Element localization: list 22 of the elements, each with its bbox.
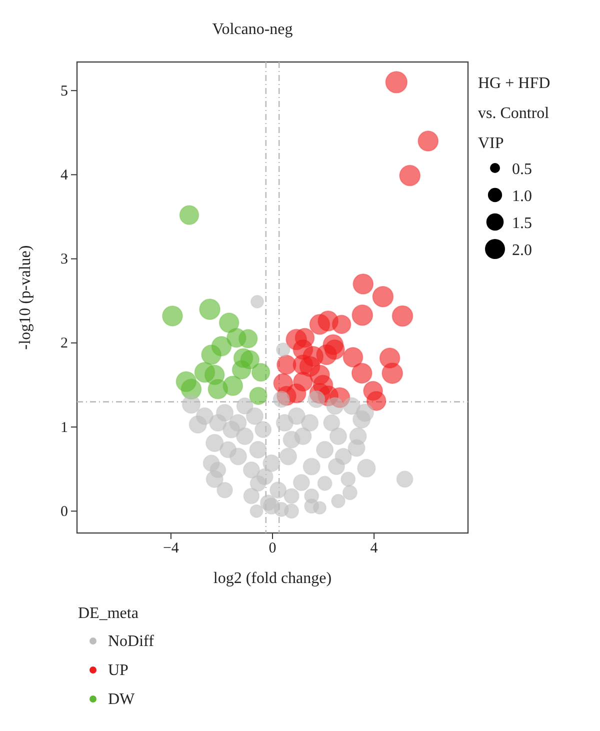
x-tick-label: 4 xyxy=(370,540,378,557)
chart-title: Volcano-neg xyxy=(212,21,293,38)
x-axis-title: log2 (fold change) xyxy=(213,570,332,587)
y-tick-label: 4 xyxy=(60,168,68,184)
legend-label: 1.5 xyxy=(512,215,532,232)
text: HG + HFD vs. Control xyxy=(478,75,550,122)
y-tick-label: 0 xyxy=(60,504,68,520)
legend-label: UP xyxy=(108,662,129,679)
y-axis-title: -log10 (p-value) xyxy=(17,245,34,350)
y-tick-label: 1 xyxy=(60,420,68,436)
legend-title: DE_meta xyxy=(78,605,138,622)
x-tick-label: 0 xyxy=(268,540,276,557)
y-tick-label: 5 xyxy=(60,83,68,100)
legend-label: 0.5 xyxy=(512,161,532,178)
legend-label: DW xyxy=(108,691,136,708)
legend-label: 2.0 xyxy=(512,242,532,259)
y-tick-label: 2 xyxy=(60,336,68,352)
x-tick-label: −4 xyxy=(162,540,180,557)
text: VIP xyxy=(478,135,504,152)
y-tick-label: 3 xyxy=(60,252,68,268)
legend-label: 1.0 xyxy=(512,188,532,205)
legend-label: NoDiff xyxy=(108,633,155,650)
